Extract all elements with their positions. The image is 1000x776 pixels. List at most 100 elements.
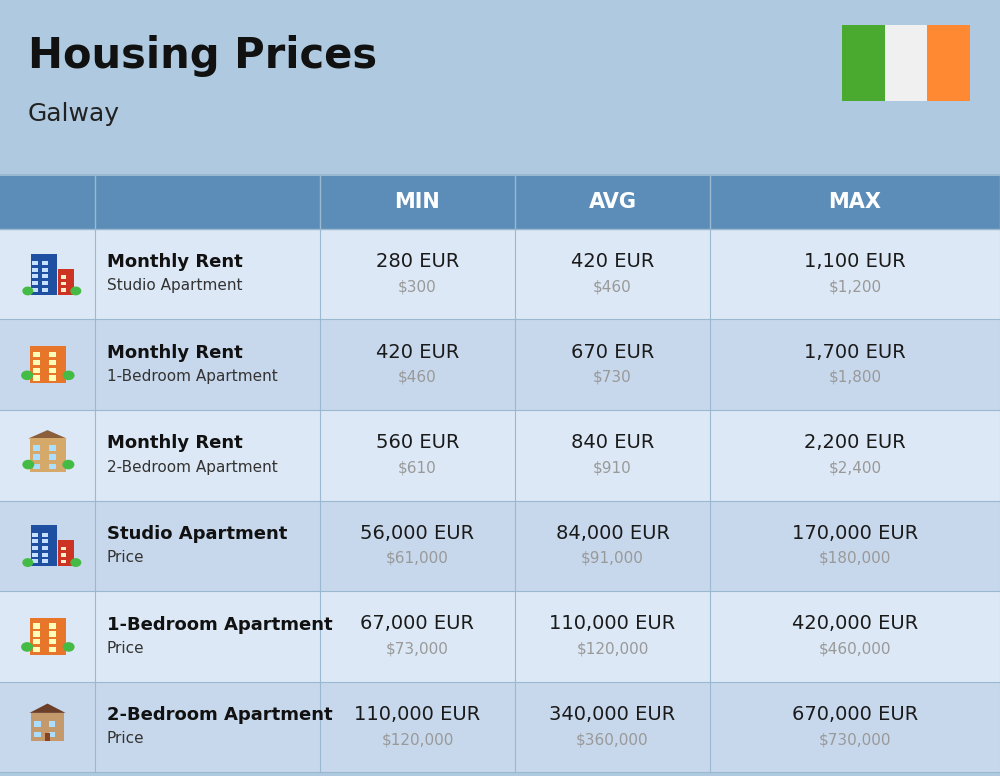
FancyBboxPatch shape bbox=[32, 559, 38, 563]
FancyBboxPatch shape bbox=[49, 360, 56, 365]
FancyBboxPatch shape bbox=[61, 547, 66, 550]
FancyBboxPatch shape bbox=[32, 539, 38, 543]
FancyBboxPatch shape bbox=[33, 632, 40, 636]
Circle shape bbox=[23, 287, 33, 295]
FancyBboxPatch shape bbox=[34, 721, 41, 727]
FancyBboxPatch shape bbox=[27, 291, 29, 295]
FancyBboxPatch shape bbox=[42, 275, 48, 279]
FancyBboxPatch shape bbox=[75, 563, 77, 566]
Text: Monthly Rent: Monthly Rent bbox=[107, 254, 243, 272]
FancyBboxPatch shape bbox=[30, 618, 66, 655]
FancyBboxPatch shape bbox=[61, 288, 66, 292]
FancyBboxPatch shape bbox=[49, 623, 56, 629]
FancyBboxPatch shape bbox=[49, 352, 56, 357]
FancyBboxPatch shape bbox=[58, 540, 74, 566]
FancyBboxPatch shape bbox=[33, 623, 40, 629]
Text: $73,000: $73,000 bbox=[386, 642, 449, 656]
FancyBboxPatch shape bbox=[67, 376, 70, 379]
FancyBboxPatch shape bbox=[33, 647, 40, 652]
FancyBboxPatch shape bbox=[33, 376, 40, 380]
Circle shape bbox=[63, 371, 74, 379]
FancyBboxPatch shape bbox=[33, 445, 40, 451]
FancyBboxPatch shape bbox=[0, 591, 1000, 681]
Circle shape bbox=[63, 460, 74, 469]
FancyBboxPatch shape bbox=[45, 733, 50, 741]
FancyBboxPatch shape bbox=[49, 368, 56, 372]
FancyBboxPatch shape bbox=[49, 647, 56, 652]
Text: $610: $610 bbox=[398, 460, 437, 476]
FancyBboxPatch shape bbox=[33, 454, 40, 460]
Text: 420,000 EUR: 420,000 EUR bbox=[792, 614, 918, 633]
Text: 110,000 EUR: 110,000 EUR bbox=[549, 614, 676, 633]
Text: $180,000: $180,000 bbox=[819, 551, 891, 566]
FancyBboxPatch shape bbox=[33, 463, 40, 469]
Text: AVG: AVG bbox=[588, 192, 637, 212]
FancyBboxPatch shape bbox=[61, 553, 66, 557]
FancyBboxPatch shape bbox=[34, 732, 41, 737]
FancyBboxPatch shape bbox=[33, 352, 40, 357]
FancyBboxPatch shape bbox=[31, 713, 64, 741]
Polygon shape bbox=[28, 430, 67, 438]
FancyBboxPatch shape bbox=[42, 559, 48, 563]
Text: 670,000 EUR: 670,000 EUR bbox=[792, 705, 918, 724]
FancyBboxPatch shape bbox=[42, 268, 48, 272]
FancyBboxPatch shape bbox=[49, 721, 55, 727]
FancyBboxPatch shape bbox=[49, 639, 56, 644]
FancyBboxPatch shape bbox=[61, 559, 66, 563]
Text: 560 EUR: 560 EUR bbox=[376, 433, 459, 452]
Text: $2,400: $2,400 bbox=[828, 460, 882, 476]
FancyBboxPatch shape bbox=[842, 25, 885, 101]
FancyBboxPatch shape bbox=[26, 647, 28, 650]
FancyBboxPatch shape bbox=[0, 681, 1000, 772]
FancyBboxPatch shape bbox=[67, 465, 70, 468]
FancyBboxPatch shape bbox=[0, 320, 1000, 410]
FancyBboxPatch shape bbox=[42, 261, 48, 265]
FancyBboxPatch shape bbox=[67, 647, 70, 650]
FancyBboxPatch shape bbox=[32, 261, 38, 265]
Text: 1,100 EUR: 1,100 EUR bbox=[804, 252, 906, 271]
FancyBboxPatch shape bbox=[30, 438, 66, 472]
FancyBboxPatch shape bbox=[31, 525, 57, 566]
Text: $910: $910 bbox=[593, 460, 632, 476]
Text: $300: $300 bbox=[398, 279, 437, 294]
Text: $460,000: $460,000 bbox=[819, 642, 891, 656]
FancyBboxPatch shape bbox=[42, 532, 48, 537]
Circle shape bbox=[22, 643, 32, 651]
FancyBboxPatch shape bbox=[885, 25, 927, 101]
Text: 84,000 EUR: 84,000 EUR bbox=[556, 524, 670, 542]
Text: 420 EUR: 420 EUR bbox=[376, 342, 459, 362]
FancyBboxPatch shape bbox=[0, 175, 1000, 229]
FancyBboxPatch shape bbox=[42, 539, 48, 543]
Text: 2,200 EUR: 2,200 EUR bbox=[804, 433, 906, 452]
Circle shape bbox=[71, 559, 81, 566]
Text: Price: Price bbox=[107, 550, 145, 565]
Text: 420 EUR: 420 EUR bbox=[571, 252, 654, 271]
Text: 170,000 EUR: 170,000 EUR bbox=[792, 524, 918, 542]
FancyBboxPatch shape bbox=[32, 281, 38, 285]
Text: $120,000: $120,000 bbox=[381, 732, 454, 747]
Text: 670 EUR: 670 EUR bbox=[571, 342, 654, 362]
Polygon shape bbox=[30, 704, 66, 713]
FancyBboxPatch shape bbox=[49, 445, 56, 451]
FancyBboxPatch shape bbox=[42, 288, 48, 292]
Circle shape bbox=[23, 460, 34, 469]
FancyBboxPatch shape bbox=[42, 553, 48, 556]
Text: 1-Bedroom Apartment: 1-Bedroom Apartment bbox=[107, 615, 333, 633]
FancyBboxPatch shape bbox=[0, 229, 1000, 320]
FancyBboxPatch shape bbox=[49, 632, 56, 636]
Text: $730: $730 bbox=[593, 370, 632, 385]
Circle shape bbox=[71, 287, 81, 295]
FancyBboxPatch shape bbox=[33, 368, 40, 372]
FancyBboxPatch shape bbox=[42, 546, 48, 550]
FancyBboxPatch shape bbox=[26, 376, 28, 379]
Text: Monthly Rent: Monthly Rent bbox=[107, 344, 243, 362]
FancyBboxPatch shape bbox=[0, 501, 1000, 591]
FancyBboxPatch shape bbox=[75, 291, 77, 295]
Text: 67,000 EUR: 67,000 EUR bbox=[360, 614, 475, 633]
Circle shape bbox=[23, 559, 33, 566]
Text: 2-Bedroom Apartment: 2-Bedroom Apartment bbox=[107, 459, 278, 474]
Text: Housing Prices: Housing Prices bbox=[28, 35, 377, 77]
FancyBboxPatch shape bbox=[32, 532, 38, 537]
FancyBboxPatch shape bbox=[31, 254, 57, 295]
Text: Monthly Rent: Monthly Rent bbox=[107, 435, 243, 452]
